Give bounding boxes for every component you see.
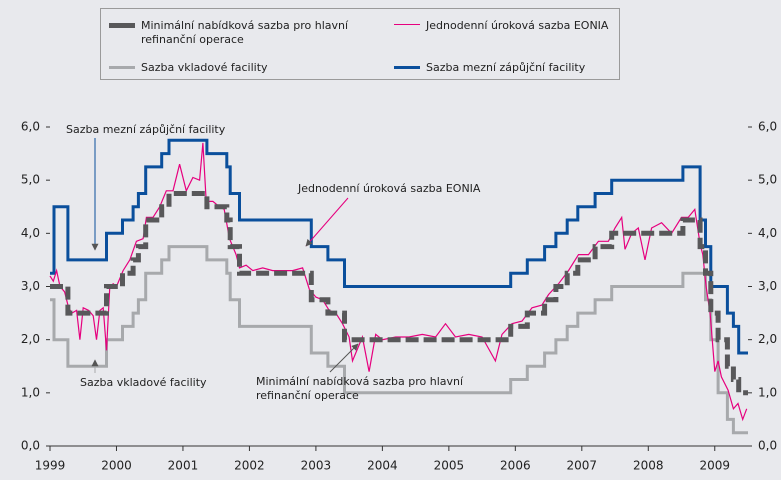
y-tick-label: 0,0 xyxy=(21,439,40,453)
y-tick-label: 6,0 xyxy=(21,120,40,134)
chart: 1999 2000 2001 2002 2003 2004 2005 2006 2007 2008… xyxy=(0,0,781,480)
y2-tick-label: 3,0 xyxy=(758,279,777,293)
y-tick-label: 4,0 xyxy=(21,226,40,240)
annotation: Sazba vkladové facility xyxy=(80,376,207,390)
legend-label: Sazba vkladové facility xyxy=(141,61,361,75)
legend-item: Jednodenní úroková sazba EONIA xyxy=(386,9,621,51)
legend-swatch xyxy=(394,24,420,25)
x-tick-label: 2003 xyxy=(301,459,332,473)
legend-label: Jednodenní úroková sazba EONIA xyxy=(426,19,616,33)
series-line xyxy=(50,140,748,353)
legend-swatch xyxy=(394,66,420,69)
y2-tick-label: 4,0 xyxy=(758,226,777,240)
y2-tick-label: 6,0 xyxy=(758,120,777,134)
x-tick-label: 2004 xyxy=(367,459,398,473)
legend-item: Sazba vkladové facility xyxy=(101,51,386,79)
y2-tick-label: 1,0 xyxy=(758,385,777,399)
x-tick-label: 2008 xyxy=(633,459,664,473)
legend-swatch xyxy=(109,66,135,69)
x-tick-label: 2006 xyxy=(500,459,531,473)
y-tick-label: 5,0 xyxy=(21,173,40,187)
y-tick-label: 1,0 xyxy=(21,385,40,399)
annotation: Sazba mezní zápůjční facility xyxy=(66,123,225,137)
x-tick-label: 2002 xyxy=(234,459,265,473)
legend-item: Minimální nabídková sazba pro hlavní ref… xyxy=(101,9,386,51)
y2-tick-label: 0,0 xyxy=(758,439,777,453)
legend-label: Minimální nabídková sazba pro hlavní ref… xyxy=(141,19,361,47)
annotation: Minimální nabídková sazba pro hlavní ref… xyxy=(256,375,476,403)
x-tick-label: 2000 xyxy=(101,459,132,473)
legend: Minimální nabídková sazba pro hlavní ref… xyxy=(100,8,620,80)
legend-item: Sazba mezní zápůjční facility xyxy=(386,51,621,79)
x-tick-label: 2007 xyxy=(567,459,598,473)
legend-swatch xyxy=(109,23,135,28)
x-tick-label: 2001 xyxy=(168,459,199,473)
y2-tick-label: 5,0 xyxy=(758,173,777,187)
y-tick-label: 3,0 xyxy=(21,279,40,293)
y-tick-label: 2,0 xyxy=(21,332,40,346)
legend-label: Sazba mezní zápůjční facility xyxy=(426,61,616,75)
series-line xyxy=(50,194,748,393)
y2-tick-label: 2,0 xyxy=(758,332,777,346)
x-tick-label: 1999 xyxy=(35,459,66,473)
x-tick-label: 2005 xyxy=(434,459,465,473)
annotation: Jednodenní úroková sazba EONIA xyxy=(298,182,480,196)
x-tick-label: 2009 xyxy=(699,459,730,473)
